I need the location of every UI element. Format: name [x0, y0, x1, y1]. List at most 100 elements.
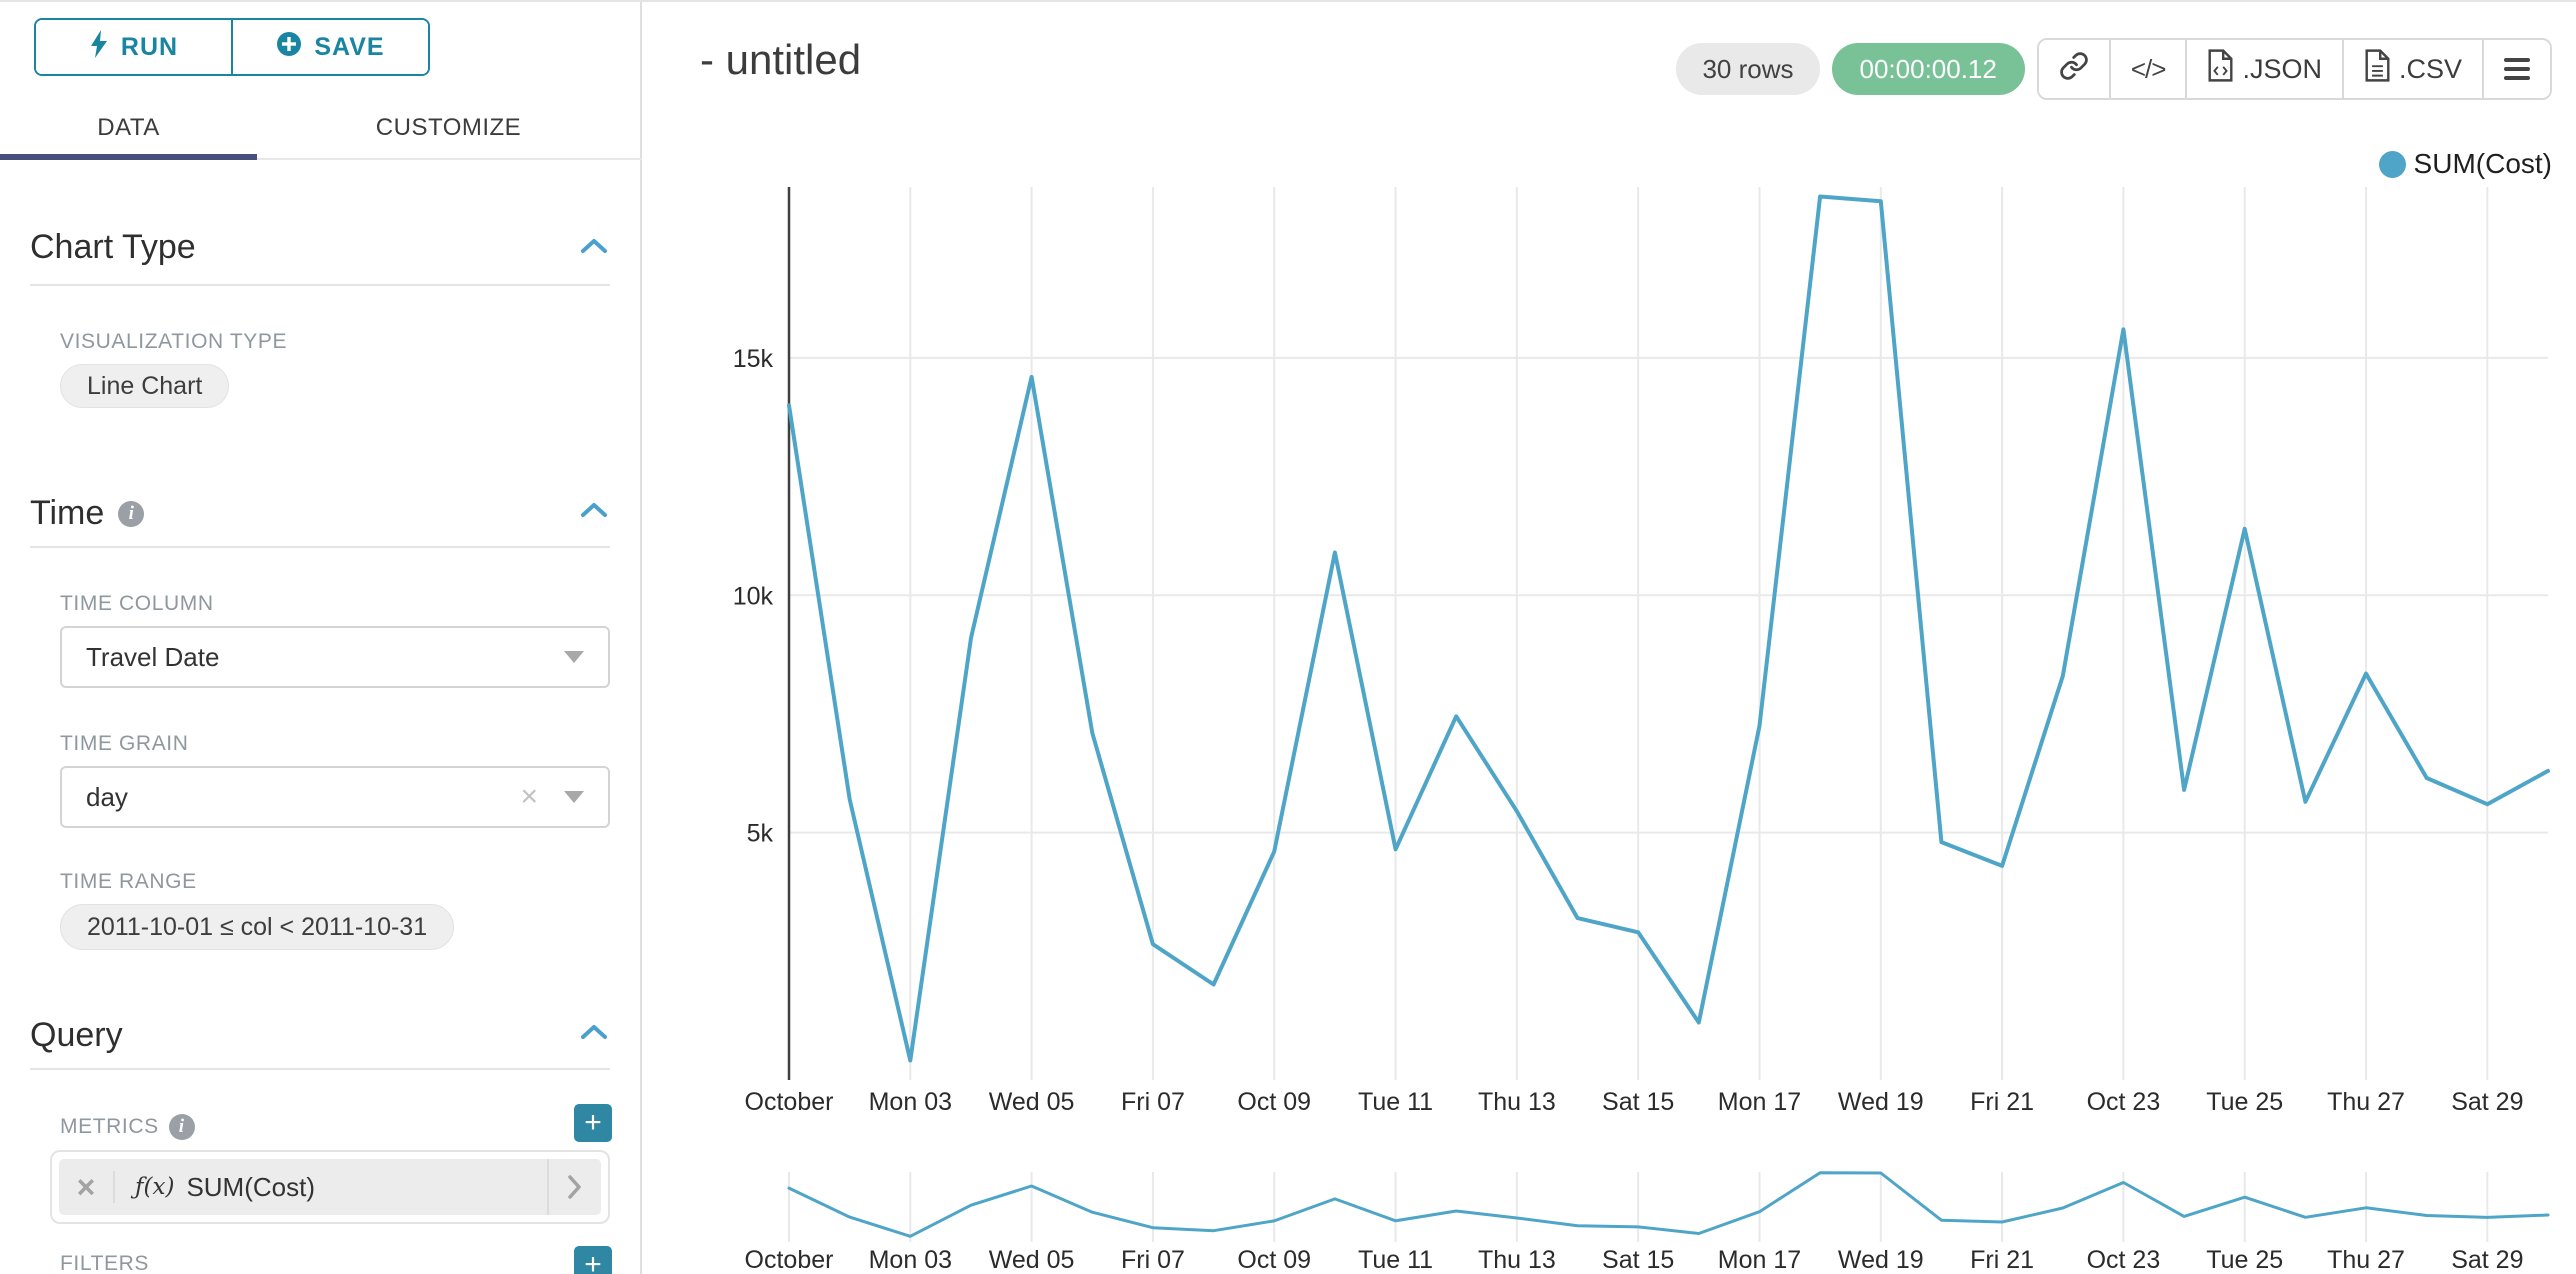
visualization-type-value[interactable]: Line Chart: [60, 364, 230, 408]
mini-x-tick-label: Wed 19: [1838, 1246, 1924, 1274]
mini-x-tick-label: Sat 29: [2451, 1246, 2523, 1274]
save-button[interactable]: SAVE: [233, 20, 428, 74]
time-column-select[interactable]: Travel Date: [60, 626, 610, 688]
collapse-chevron-icon[interactable]: [580, 502, 608, 523]
info-icon[interactable]: i: [118, 500, 145, 527]
series-line: [787, 194, 2550, 1063]
time-column-label: TIME COLUMN: [60, 592, 214, 615]
chart-header-actions: 30 rows 00:00:00.12 </> .JSON .: [1676, 38, 2552, 100]
mini-x-tick-label: October: [745, 1246, 834, 1274]
code-icon: </>: [2130, 53, 2167, 84]
tab-customize[interactable]: CUSTOMIZE: [375, 114, 522, 141]
short-link-button[interactable]: [2038, 40, 2111, 98]
remove-metric-icon[interactable]: ×: [59, 1171, 115, 1203]
mini-x-tick-label: Fri 07: [1121, 1246, 1185, 1274]
x-tick-label: Sat 15: [1602, 1088, 1674, 1116]
x-tick-label: Mon 17: [1718, 1088, 1801, 1116]
mini-x-tick-label: Thu 27: [2327, 1246, 2405, 1274]
section-title-chart-type: Chart Type: [30, 228, 196, 266]
line-chart-canvas[interactable]: 5k 10k 15k October October Mon 03 Mon 03 Wed 05…: [644, 2, 2576, 1274]
x-tick-label: Thu 13: [1478, 1088, 1556, 1116]
clear-icon[interactable]: ×: [520, 780, 538, 813]
chart-container: - untitled 30 rows 00:00:00.12 </> .JSON: [644, 2, 2576, 1274]
legend[interactable]: SUM(Cost): [2378, 148, 2552, 180]
mini-x-tick-label: Wed 05: [989, 1246, 1075, 1274]
x-tick-label: Oct 09: [1237, 1088, 1311, 1116]
save-button-label: SAVE: [314, 32, 385, 61]
chart-title: - untitled: [700, 36, 862, 83]
legend-dot: [2378, 150, 2406, 178]
view-query-button[interactable]: </>: [2110, 40, 2188, 98]
x-tick-label: Thu 27: [2327, 1088, 2405, 1116]
csv-file-icon: [2364, 49, 2391, 89]
collapse-chevron-icon[interactable]: [580, 1024, 608, 1045]
gridlines: [787, 187, 2548, 1242]
metrics-label: METRICS i: [60, 1114, 195, 1140]
mini-x-tick-label: Thu 13: [1478, 1246, 1556, 1274]
divider: [30, 284, 610, 286]
active-tab-indicator: [0, 154, 257, 160]
sidebar-tabs: DATA CUSTOMIZE: [0, 98, 642, 160]
mini-x-tick-label: Fri 21: [1970, 1246, 2034, 1274]
row-count-badge: 30 rows: [1676, 43, 1820, 95]
metric-name: SUM(Cost): [186, 1171, 315, 1202]
mini-x-tick-label: Mon 03: [869, 1246, 952, 1274]
add-filter-button[interactable]: +: [574, 1246, 612, 1274]
x-tick-label: Mon 03: [869, 1088, 952, 1116]
section-title-query: Query: [30, 1016, 123, 1054]
json-file-icon: [2207, 49, 2234, 89]
chart-menu-button[interactable]: [2484, 40, 2550, 98]
export-button-group: </> .JSON .CSV: [2036, 38, 2552, 100]
mini-x-tick-label: Oct 23: [2087, 1246, 2161, 1274]
link-icon: [2059, 51, 2089, 88]
info-icon[interactable]: i: [168, 1114, 195, 1140]
axis-labels: 5k 10k 15k October October Mon 03 Mon 03 Wed 05…: [733, 345, 2524, 1274]
mini-x-tick-label: Tue 25: [2206, 1246, 2283, 1274]
y-tick-label: 15k: [733, 345, 774, 373]
chevron-down-icon: [564, 651, 584, 663]
control-panel: RUN SAVE DATA CUSTOMIZE Chart Type VISUA…: [0, 2, 642, 1274]
export-csv-button[interactable]: .CSV: [2343, 40, 2484, 98]
collapse-chevron-icon[interactable]: [580, 238, 608, 259]
export-csv-label: .CSV: [2398, 53, 2462, 84]
x-tick-label: Wed 05: [989, 1088, 1075, 1116]
time-column-value: Travel Date: [86, 641, 220, 672]
x-tick-label: Tue 25: [2206, 1088, 2283, 1116]
chevron-down-icon: [564, 791, 584, 803]
x-tick-label: Tue 11: [1358, 1088, 1433, 1116]
metric-item[interactable]: × ƒ(x) SUM(Cost): [59, 1159, 601, 1215]
divider: [30, 546, 610, 548]
x-tick-label: October: [745, 1088, 834, 1116]
x-tick-label: Sat 29: [2451, 1088, 2523, 1116]
run-button[interactable]: RUN: [36, 20, 233, 74]
y-tick-label: 10k: [733, 582, 774, 610]
mini-x-tick-label: Oct 09: [1237, 1246, 1311, 1274]
add-metric-button[interactable]: +: [574, 1104, 612, 1142]
tab-data[interactable]: DATA: [97, 114, 160, 141]
time-grain-value: day: [86, 781, 128, 812]
time-grain-select[interactable]: day ×: [60, 766, 610, 828]
series: [787, 194, 2550, 1238]
divider: [30, 1068, 610, 1070]
x-tick-label: Fri 21: [1970, 1088, 2034, 1116]
export-json-label: .JSON: [2242, 53, 2322, 84]
x-tick-label: Wed 19: [1838, 1088, 1924, 1116]
metrics-container: × ƒ(x) SUM(Cost): [50, 1150, 610, 1224]
time-range-value[interactable]: 2011-10-01 ≤ col < 2011-10-31: [60, 904, 455, 950]
mini-series-line: [787, 1171, 2550, 1238]
chevron-right-icon[interactable]: [547, 1159, 601, 1215]
time-grain-label: TIME GRAIN: [60, 732, 189, 755]
mini-x-tick-label: Tue 11: [1358, 1246, 1433, 1274]
function-icon: ƒ(x): [135, 1174, 175, 1200]
hamburger-menu-icon: [2504, 58, 2530, 80]
filters-label: FILTERS: [60, 1252, 149, 1274]
plus-circle-icon: [276, 31, 302, 64]
run-save-button-group: RUN SAVE: [34, 18, 430, 76]
x-tick-label: Oct 23: [2087, 1088, 2161, 1116]
run-button-label: RUN: [120, 32, 179, 61]
visualization-type-label: VISUALIZATION TYPE: [60, 330, 288, 353]
export-json-button[interactable]: .JSON: [2187, 40, 2344, 98]
section-title-time: Time i: [30, 494, 145, 533]
query-timer-badge: 00:00:00.12: [1831, 43, 2025, 95]
time-range-label: TIME RANGE: [60, 870, 197, 893]
